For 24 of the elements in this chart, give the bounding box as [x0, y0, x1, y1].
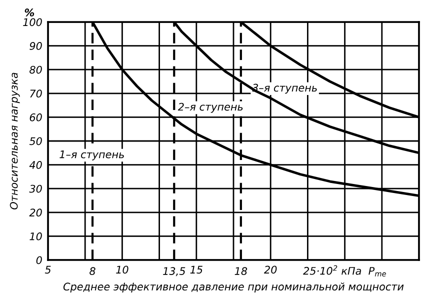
y-tick-label: 100 [23, 18, 42, 26]
ref-line-label: 13,5 [163, 267, 186, 276]
x-tick-label: 20 [264, 266, 277, 274]
x-axis-title: Среднее эффективное давление при номинальной мощности [63, 282, 404, 293]
x-tick-label: 25·10$^{2}$ кПа P$_{me}$ [303, 265, 386, 276]
annotation: 2–я ступень [178, 102, 243, 113]
ref-line-label: 18 [234, 267, 248, 276]
y-tick-label: 40 [29, 161, 42, 169]
y-tick-label: 10 [30, 232, 42, 240]
ref-line-label: 8 [90, 267, 96, 276]
x-tick-label: 15 [190, 266, 202, 274]
y-tick-label: 50 [29, 137, 42, 146]
y-axis-title: Относительная нагрузка [10, 72, 20, 210]
text: % [24, 8, 34, 16]
y-tick-label: 90 [30, 42, 42, 50]
y-tick-label: 60 [30, 113, 42, 122]
annotation: 1–я ступень [60, 150, 124, 160]
y-tick-label: 20 [29, 208, 42, 217]
y-tick-label: 70 [30, 90, 42, 98]
y-tick-label: 0 [36, 256, 42, 264]
x-tick-label: 5 [44, 266, 51, 274]
y-tick-label: 80 [30, 66, 42, 74]
y-tick-label: 30 [29, 184, 42, 193]
x-tick-label: 10 [116, 266, 128, 274]
